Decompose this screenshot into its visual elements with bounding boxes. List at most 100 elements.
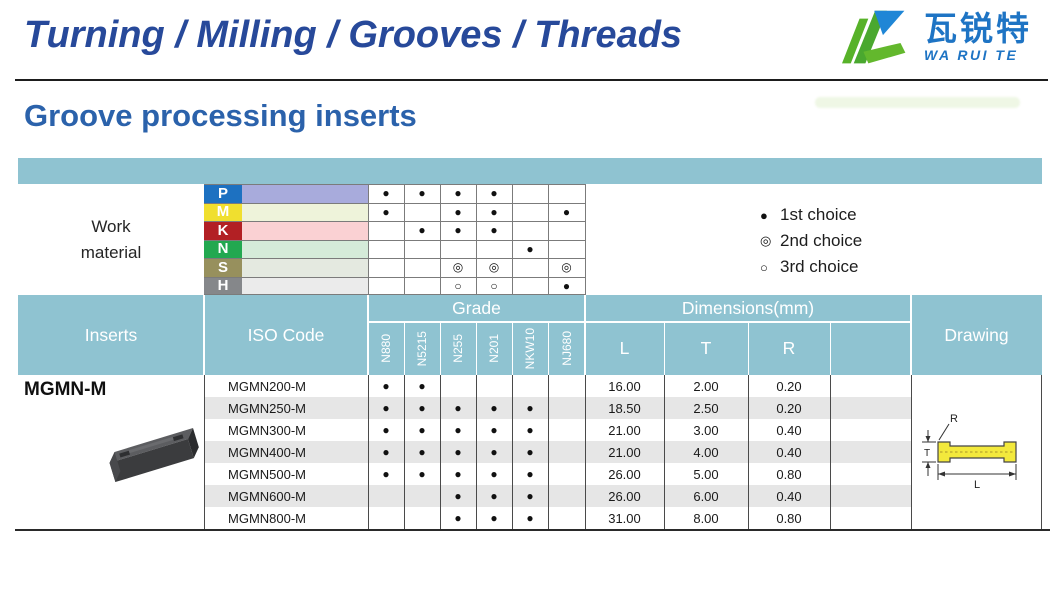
col-header-grade: Grade <box>452 298 501 318</box>
third-choice-dot-icon: ○ <box>760 259 768 275</box>
header-divider <box>439 322 441 375</box>
grid-line <box>585 184 586 295</box>
header-divider <box>368 321 911 323</box>
grid-line <box>404 375 405 529</box>
iso-code: MGMN200-M <box>228 378 307 394</box>
dim-col-L: L <box>619 338 630 358</box>
grade-col-N5215: N5215 <box>415 330 429 367</box>
grade-col-NJ680: NJ680 <box>559 331 574 366</box>
dim-T: 4.00 <box>693 444 719 460</box>
grade-col-N255: N255 <box>451 334 465 363</box>
dim-L: 18.50 <box>608 400 641 416</box>
grid-line <box>548 375 549 529</box>
dim-col-blank <box>830 322 911 375</box>
dim-R: 0.20 <box>776 378 802 394</box>
grid-line <box>440 375 441 529</box>
header-rule <box>15 79 1048 81</box>
work-material-label: Work material <box>80 216 142 262</box>
table-row: MGMN300-M ● ● ● ● ● 21.00 3.00 0.40 <box>204 419 911 441</box>
grid-line <box>368 375 369 529</box>
header-divider <box>511 322 513 375</box>
material-color-band <box>242 258 368 277</box>
table-row: MGMN500-M ● ● ● ● ● 26.00 5.00 0.80 <box>204 463 911 485</box>
dim-L: 31.00 <box>608 510 641 526</box>
grid-line <box>911 375 912 529</box>
table-row: MGMN400-M ● ● ● ● ● 21.00 4.00 0.40 <box>204 441 911 463</box>
table-bottom-rule <box>15 529 1050 531</box>
dim-col-R: R <box>782 338 796 358</box>
material-class-chip: M <box>204 202 242 221</box>
insert-drawing: R T L <box>922 413 1017 491</box>
page-title: Turning / Milling / Grooves / Threads <box>24 14 683 56</box>
grid-line <box>204 184 585 185</box>
logo-name-en: WA RUI TE <box>924 47 1019 63</box>
legend-item: ◎ 2nd choice <box>760 231 863 250</box>
header-divider <box>475 322 477 375</box>
watermark-smudge <box>815 97 1020 108</box>
col-header-iso-code: ISO Code <box>247 324 325 345</box>
grid-line <box>204 202 585 204</box>
table-row: MGMN200-M ● ● 16.00 2.00 0.20 <box>204 375 911 397</box>
work-material-row-S: S ◎ ◎ ◎ <box>204 258 585 277</box>
col-header-inserts: Inserts <box>84 324 138 345</box>
second-choice-dot-icon: ◎ <box>760 233 772 248</box>
header-divider <box>584 295 586 375</box>
material-class-chip: H <box>204 276 242 295</box>
grid-line <box>548 184 549 295</box>
dim-L: 16.00 <box>608 378 641 394</box>
iso-code: MGMN400-M <box>228 444 307 460</box>
dim-R: 0.40 <box>776 488 802 504</box>
grid-line <box>512 184 513 295</box>
table-header <box>18 295 1042 375</box>
grid-line <box>204 294 585 295</box>
dim-L: 21.00 <box>608 422 641 438</box>
iso-code: MGMN250-M <box>228 400 307 416</box>
grid-line <box>204 375 205 529</box>
grid-line <box>476 184 477 295</box>
table-row: MGMN800-M ● ● ● 31.00 8.00 0.80 <box>204 507 911 529</box>
col-header-dimensions: Dimensions(mm) <box>681 298 815 318</box>
iso-code: MGMN800-M <box>228 510 307 526</box>
dim-R: 0.40 <box>776 444 802 460</box>
col-header-drawing: Drawing <box>944 324 1009 345</box>
header-divider <box>367 295 369 375</box>
table-top-band <box>18 158 1042 184</box>
legend-item: ● 1st choice <box>760 205 857 224</box>
iso-code: MGMN300-M <box>228 422 307 438</box>
dim-T: 8.00 <box>693 510 719 526</box>
grid-line <box>585 375 586 529</box>
grid-line <box>830 375 831 529</box>
choice-legend: ● 1st choice ◎ 2nd choice ○ 3rd choice <box>760 202 862 280</box>
dim-col-T: T <box>700 338 712 358</box>
material-class-chip: K <box>204 221 242 240</box>
grid-line <box>440 184 441 295</box>
dim-R: 0.20 <box>776 400 802 416</box>
grid-line <box>512 375 513 529</box>
table-row: MGMN250-M ● ● ● ● ● 18.50 2.50 0.20 <box>204 397 911 419</box>
series-label: MGMN-M <box>24 379 107 400</box>
legend-item: ○ 3rd choice <box>760 257 859 276</box>
header-divider <box>403 322 405 375</box>
inserts-table: Work material P ● ● ● ● M ● ● ● ● K ● ● … <box>15 158 1050 536</box>
grade-col-N880: N880 <box>379 334 393 363</box>
header-divider <box>910 295 912 375</box>
grid-line <box>204 276 585 278</box>
material-class-chip: P <box>204 184 242 203</box>
material-color-band <box>242 202 368 221</box>
grade-col-N201: N201 <box>487 334 501 363</box>
header-divider <box>203 295 205 375</box>
waruite-logo-icon <box>842 10 906 64</box>
header-divider <box>663 322 665 375</box>
company-logo: 瓦锐特 WA RUI TE <box>842 8 1052 80</box>
grid-line <box>204 239 585 241</box>
header-divider <box>829 322 831 375</box>
dim-T: 5.00 <box>693 466 719 482</box>
header-divider <box>747 322 749 375</box>
work-material-row-M: M ● ● ● ● <box>204 202 585 221</box>
dim-T: 3.00 <box>693 422 719 438</box>
insert-photo <box>109 428 199 483</box>
dim-R: 0.40 <box>776 422 802 438</box>
dim-T: 2.50 <box>693 400 719 416</box>
grid-line <box>1041 375 1042 529</box>
section-title: Groove processing inserts <box>24 98 417 133</box>
